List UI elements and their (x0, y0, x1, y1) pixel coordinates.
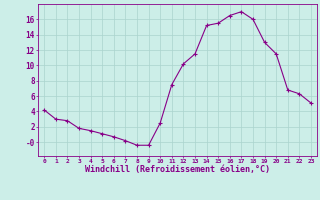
X-axis label: Windchill (Refroidissement éolien,°C): Windchill (Refroidissement éolien,°C) (85, 165, 270, 174)
